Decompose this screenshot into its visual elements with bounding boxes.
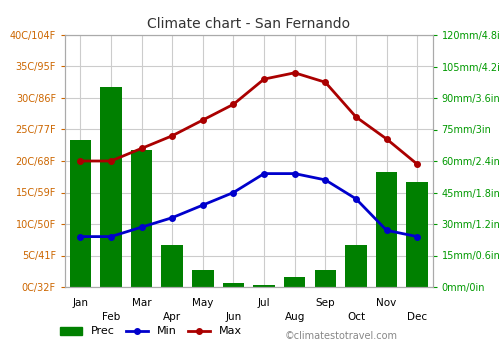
Text: Feb: Feb (102, 312, 120, 322)
Bar (345, 245, 366, 287)
Text: May: May (192, 298, 214, 308)
Text: Apr: Apr (163, 312, 181, 322)
Text: Nov: Nov (376, 298, 396, 308)
Bar (314, 270, 336, 287)
Bar (254, 285, 275, 287)
Text: Oct: Oct (347, 312, 365, 322)
Bar (131, 150, 152, 287)
Bar (162, 245, 183, 287)
Text: Mar: Mar (132, 298, 152, 308)
Text: Aug: Aug (284, 312, 305, 322)
Text: Jun: Jun (226, 312, 242, 322)
Bar (100, 88, 122, 287)
Text: Sep: Sep (316, 298, 335, 308)
Text: Jul: Jul (258, 298, 270, 308)
Bar (70, 140, 91, 287)
Bar (376, 172, 398, 287)
Bar (192, 270, 214, 287)
Text: ©climatestotravel.com: ©climatestotravel.com (285, 331, 398, 341)
Title: Climate chart - San Fernando: Climate chart - San Fernando (147, 17, 350, 31)
Bar (406, 182, 428, 287)
Text: Dec: Dec (407, 312, 427, 322)
Legend: Prec, Min, Max: Prec, Min, Max (56, 322, 247, 341)
Bar (284, 276, 306, 287)
Text: Jan: Jan (72, 298, 88, 308)
Bar (222, 283, 244, 287)
